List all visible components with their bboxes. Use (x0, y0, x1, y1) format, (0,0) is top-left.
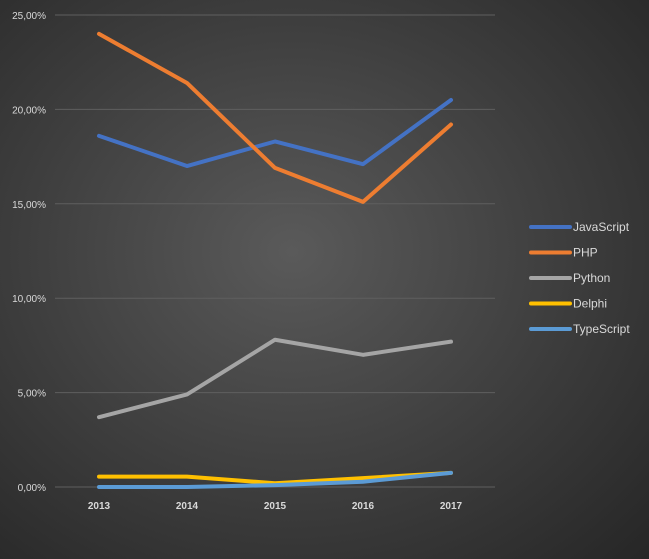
y-tick-label: 20,00% (12, 105, 46, 116)
series-line (97, 337, 453, 420)
series-line (97, 31, 453, 204)
x-tick-label: 2014 (176, 501, 199, 512)
series-php (97, 31, 453, 204)
x-tick-label: 2017 (440, 501, 463, 512)
series-javascript (97, 97, 453, 169)
legend-label: Python (573, 271, 610, 285)
y-tick-label: 5,00% (18, 389, 46, 400)
series-python (97, 337, 453, 420)
legend-label: JavaScript (573, 220, 630, 234)
x-tick-label: 2013 (88, 501, 111, 512)
x-tick-label: 2015 (264, 501, 287, 512)
legend-label: Delphi (573, 297, 607, 311)
series-typescript (97, 470, 453, 489)
legend-label: TypeScript (573, 322, 630, 336)
y-tick-label: 15,00% (12, 200, 46, 211)
y-tick-label: 10,00% (12, 294, 46, 305)
y-tick-label: 0,00% (18, 483, 46, 494)
y-tick-label: 25,00% (12, 11, 46, 22)
legend-label: PHP (573, 246, 598, 260)
x-tick-label: 2016 (352, 501, 375, 512)
